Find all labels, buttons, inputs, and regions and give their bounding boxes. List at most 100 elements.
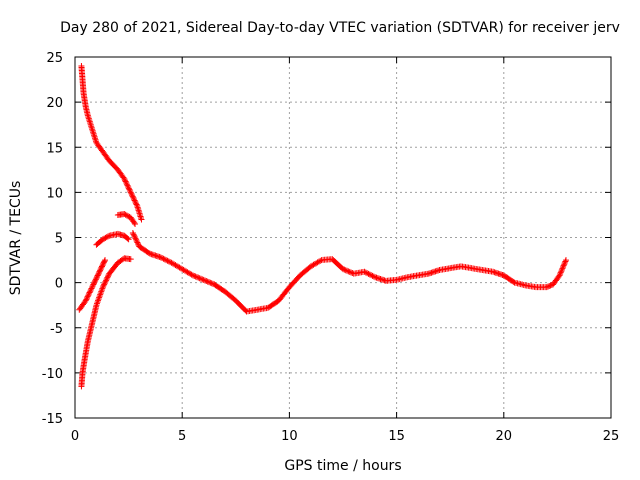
data-point [85,292,92,299]
data-point [95,269,102,276]
data-point [546,283,553,290]
data-point [189,272,196,279]
data-point [362,269,369,276]
data-point [348,269,355,276]
data-point [125,183,132,190]
data-point [130,194,137,201]
data-point [131,234,138,241]
data-point [100,282,107,289]
data-point [197,275,204,282]
axis-ticks: 0 5 10 15 20 25 -15 -10 -5 0 5 10 15 20 25 [42,51,620,444]
data-point [121,177,128,184]
data-point [126,186,133,193]
data-point [102,234,109,241]
data-point [164,257,171,264]
data-point [559,265,566,272]
data-point [124,235,131,242]
data-point [130,231,137,238]
data-point [94,273,101,280]
data-point [210,280,217,287]
x-tick-label: 10 [281,429,298,444]
x-tick-label: 15 [388,429,405,444]
data-point [129,229,136,236]
data-point [130,196,137,203]
data-point [161,256,168,263]
data-point [127,256,134,263]
data-point [102,278,109,285]
data-point [208,280,215,287]
data-point [562,257,569,264]
data-point [345,268,352,275]
data-point [84,293,91,300]
data-point [96,268,103,275]
grid-lines [75,57,611,418]
data-point [557,271,564,278]
data-point [556,272,563,279]
data-point [365,270,372,277]
data-point [560,264,567,271]
y-axis-label: SDTVAR / TECUs [8,181,24,296]
data-point [364,270,371,277]
data-point [165,258,172,265]
data-point [127,188,134,195]
data-point [317,257,324,264]
data-point [92,277,99,284]
series-main-trace [129,229,569,315]
data-point [133,238,140,245]
data-point [135,240,142,247]
data-point [83,296,90,303]
data-point [200,276,207,283]
data-point [84,294,91,301]
data-point [160,255,167,262]
x-axis-label: GPS time / hours [284,458,401,474]
data-point [87,288,94,295]
data-point [196,275,203,282]
data-point [92,276,99,283]
series-upper-arc [93,230,132,248]
data-point [102,257,109,264]
data-point [101,235,108,242]
data-point [342,267,349,274]
data-point [193,274,200,281]
data-point [346,268,353,275]
data-point [95,271,102,278]
data-point [122,211,129,218]
series-low-start [78,255,134,390]
data-point [99,236,106,243]
data-point [101,280,108,287]
series-mid-left-start [76,257,109,313]
data-point [89,284,96,291]
data-point [97,266,104,273]
data-point [204,278,211,285]
data-point [132,235,139,242]
data-point [122,178,129,185]
data-point [121,175,128,182]
data-point [99,262,106,269]
data-point [368,272,375,279]
data-point [124,182,131,189]
data-point [344,267,351,274]
data-point [131,232,138,239]
data-point [163,257,170,264]
data-point [127,189,134,196]
data-point [125,185,132,192]
data-point [100,259,107,266]
data-point [94,272,101,279]
data-point [561,259,568,266]
data-point [120,256,127,263]
data-point [195,274,202,281]
data-point [159,255,166,262]
plot-frame [74,56,612,419]
data-point [547,282,554,289]
data-point [99,284,106,291]
data-point [558,266,565,273]
data-point [145,249,152,256]
data-point [103,277,110,284]
data-point [93,275,100,282]
data-point [366,271,373,278]
data-point [101,281,108,288]
data-point [123,179,130,186]
data-point [132,220,139,227]
data-point [87,286,94,293]
